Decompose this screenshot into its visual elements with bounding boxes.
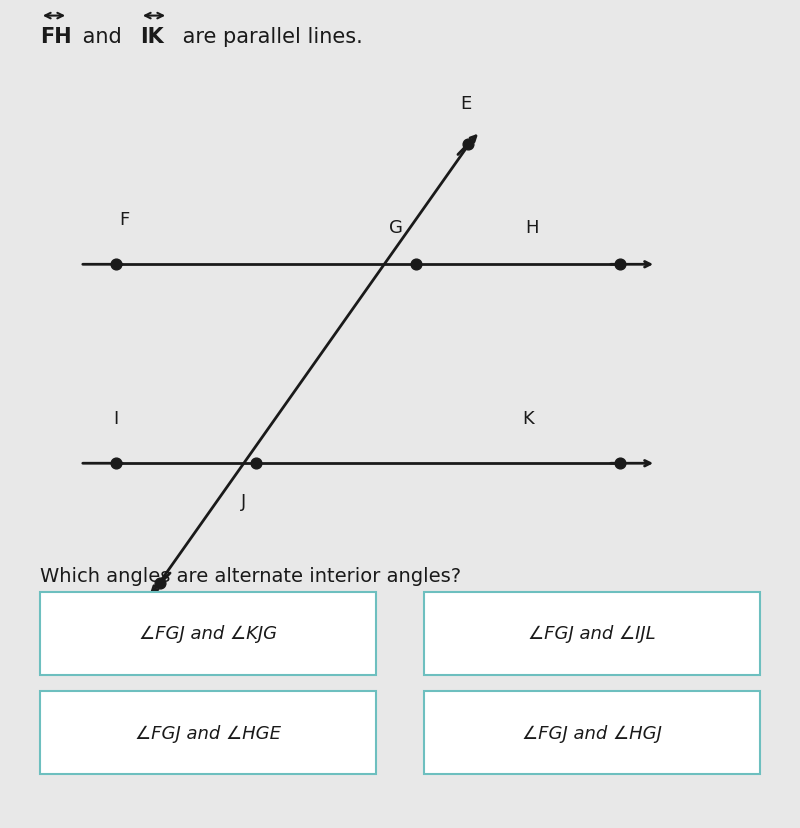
Point <box>410 258 422 272</box>
Text: ∠FGJ and ∠HGE: ∠FGJ and ∠HGE <box>135 724 281 742</box>
Text: K: K <box>522 409 534 427</box>
Point <box>614 457 626 470</box>
FancyBboxPatch shape <box>424 691 760 774</box>
Text: ∠FGJ and ∠KJG: ∠FGJ and ∠KJG <box>139 624 277 643</box>
Text: J: J <box>242 492 246 510</box>
Text: L: L <box>167 612 177 630</box>
Point <box>462 138 474 152</box>
Text: H: H <box>526 219 538 237</box>
Text: I: I <box>114 409 118 427</box>
Text: G: G <box>389 219 403 237</box>
Text: E: E <box>460 94 471 113</box>
Point <box>250 457 262 470</box>
Point <box>110 457 122 470</box>
Text: are parallel lines.: are parallel lines. <box>176 27 362 47</box>
Text: Which angles are alternate interior angles?: Which angles are alternate interior angl… <box>40 566 461 585</box>
Text: F: F <box>119 210 129 229</box>
FancyBboxPatch shape <box>40 691 376 774</box>
Text: and: and <box>76 27 128 47</box>
Point <box>154 577 166 590</box>
Point <box>614 258 626 272</box>
FancyBboxPatch shape <box>40 592 376 675</box>
Text: ∠FGJ and ∠IJL: ∠FGJ and ∠IJL <box>528 624 656 643</box>
Text: ∠FGJ and ∠HGJ: ∠FGJ and ∠HGJ <box>522 724 662 742</box>
FancyBboxPatch shape <box>424 592 760 675</box>
Text: IK: IK <box>140 27 164 47</box>
Text: FH: FH <box>40 27 72 47</box>
Point <box>110 258 122 272</box>
